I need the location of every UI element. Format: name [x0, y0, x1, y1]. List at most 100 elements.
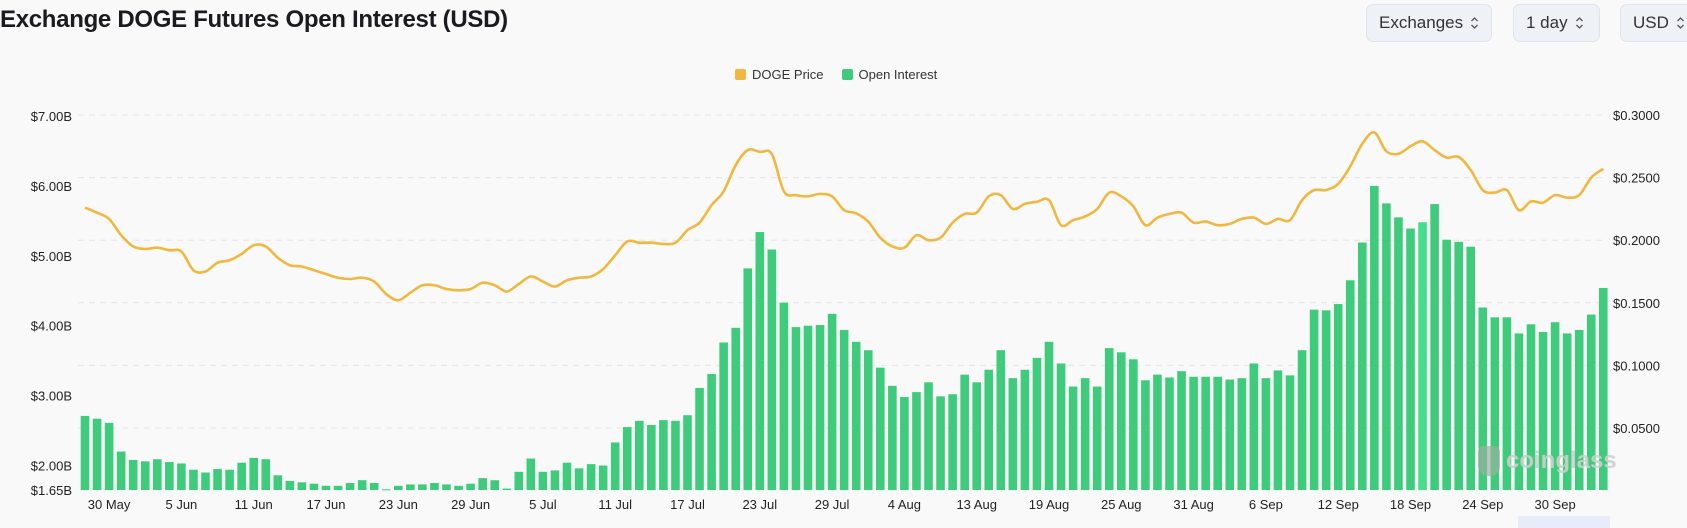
- x-axis-tick-label: 13 Aug: [956, 497, 997, 512]
- oi-bar: [1490, 317, 1500, 490]
- oi-bar: [598, 465, 608, 490]
- oi-bar: [357, 480, 367, 490]
- oi-bar: [863, 350, 873, 490]
- oi-bar: [225, 469, 234, 490]
- oi-bar: [1153, 374, 1162, 490]
- x-axis-tick-label: 11 Jul: [598, 497, 632, 512]
- oi-bar: [1478, 307, 1488, 490]
- x-axis-tick-label: 6 Sep: [1249, 497, 1283, 512]
- oi-bar: [1032, 357, 1042, 490]
- coinglass-watermark: coinglass: [1478, 446, 1617, 476]
- right-axis-tick-label: $0.2500: [1613, 171, 1660, 186]
- oi-bar: [936, 396, 945, 490]
- x-axis-tick-label: 11 Jun: [235, 497, 273, 512]
- oi-bar: [369, 483, 379, 490]
- oi-bar: [707, 373, 716, 490]
- chevron-updown-icon: [1470, 16, 1479, 30]
- oi-bar: [695, 387, 704, 490]
- oi-bar: [876, 367, 885, 490]
- oi-bar: [1370, 185, 1379, 490]
- oi-bar: [1562, 333, 1572, 490]
- oi-bar: [430, 483, 439, 490]
- oi-bar: [550, 470, 560, 490]
- oi-bar: [1092, 386, 1102, 490]
- oi-bar: [851, 341, 861, 490]
- oi-bar: [237, 462, 246, 490]
- oi-bar: [900, 397, 909, 490]
- right-axis-tick-label: $0.1500: [1613, 296, 1660, 311]
- x-axis-tick-label: 5 Jul: [529, 497, 557, 512]
- chevron-updown-icon: [1575, 16, 1584, 30]
- oi-bar: [1213, 376, 1222, 490]
- oi-bar: [309, 483, 319, 490]
- oi-bar: [1502, 317, 1512, 490]
- oi-bar: [140, 461, 150, 490]
- exchanges-dropdown[interactable]: Exchanges: [1366, 4, 1492, 42]
- oi-bar: [803, 325, 813, 490]
- oi-bar: [996, 350, 1006, 490]
- x-axis-tick-label: 12 Sep: [1318, 497, 1359, 512]
- right-axis-tick-label: $0.3000: [1613, 108, 1660, 123]
- currency-dropdown[interactable]: USD: [1620, 4, 1687, 42]
- oi-bar: [671, 420, 680, 490]
- x-axis-tick-label: 18 Sep: [1390, 497, 1431, 512]
- x-axis-tick-label: 31 Aug: [1173, 497, 1214, 512]
- legend-item-open-interest[interactable]: Open Interest: [841, 67, 937, 82]
- oi-bar: [249, 457, 258, 490]
- x-axis-tick-label: 25 Aug: [1101, 497, 1142, 512]
- oi-bar: [333, 485, 343, 490]
- oi-bar: [1104, 348, 1114, 490]
- legend-swatch-oi: [841, 69, 853, 80]
- oi-bar: [659, 420, 668, 490]
- oi-bar: [189, 469, 198, 490]
- oi-bar: [1056, 363, 1066, 490]
- oi-bar: [1165, 377, 1174, 490]
- left-axis-tick-label: $7.00B: [31, 109, 72, 124]
- oi-bar: [1141, 380, 1150, 490]
- x-axis-tick-label: 24 Sep: [1462, 497, 1503, 512]
- oi-bar: [779, 302, 789, 490]
- oi-bar: [948, 394, 957, 490]
- legend-item-doge-price[interactable]: DOGE Price: [735, 67, 824, 82]
- oi-bar: [743, 268, 753, 490]
- oi-bar: [321, 485, 331, 490]
- oi-bar: [104, 422, 114, 490]
- oi-bar: [1358, 242, 1367, 490]
- oi-bar: [1044, 341, 1054, 490]
- oi-bar: [815, 325, 825, 490]
- x-axis-tick-label: 30 May: [88, 497, 131, 512]
- oi-bar: [1177, 371, 1186, 490]
- oi-bar: [526, 458, 536, 490]
- oi-bar: [1442, 239, 1451, 490]
- oi-bar: [1237, 378, 1247, 490]
- oi-bar: [562, 462, 572, 490]
- doge-price-line: [84, 131, 1605, 302]
- interval-dropdown[interactable]: 1 day: [1513, 4, 1600, 42]
- legend-label-price: DOGE Price: [752, 67, 824, 82]
- oi-bar: [719, 342, 728, 490]
- oi-bar: [1586, 314, 1596, 490]
- exchanges-dropdown-label: Exchanges: [1379, 13, 1464, 32]
- oi-bar: [1285, 375, 1295, 490]
- right-axis-tick-label: $0.0500: [1613, 421, 1660, 436]
- oi-bar: [1514, 333, 1524, 490]
- x-axis-tick-label: 17 Jul: [670, 497, 705, 512]
- range-selector-handle[interactable]: [1518, 516, 1610, 528]
- left-axis-tick-label: $2.00B: [31, 459, 72, 474]
- x-axis-tick-label: 4 Aug: [888, 497, 921, 512]
- left-axis-tick-label: $1.65B: [31, 483, 72, 498]
- left-axis-tick-label: $5.00B: [31, 249, 72, 264]
- oi-bar: [839, 329, 849, 490]
- oi-bar: [1225, 379, 1235, 490]
- watermark-text: coinglass: [1506, 447, 1617, 474]
- oi-bar: [1345, 280, 1355, 490]
- oi-bar: [153, 459, 162, 490]
- oi-bar: [478, 478, 487, 490]
- oi-bar: [1273, 370, 1283, 490]
- oi-bar: [984, 369, 994, 490]
- x-axis-tick-label: 5 Jun: [165, 497, 197, 512]
- oi-bar: [466, 483, 475, 490]
- oi-bar: [972, 382, 981, 490]
- oi-bar: [454, 485, 463, 490]
